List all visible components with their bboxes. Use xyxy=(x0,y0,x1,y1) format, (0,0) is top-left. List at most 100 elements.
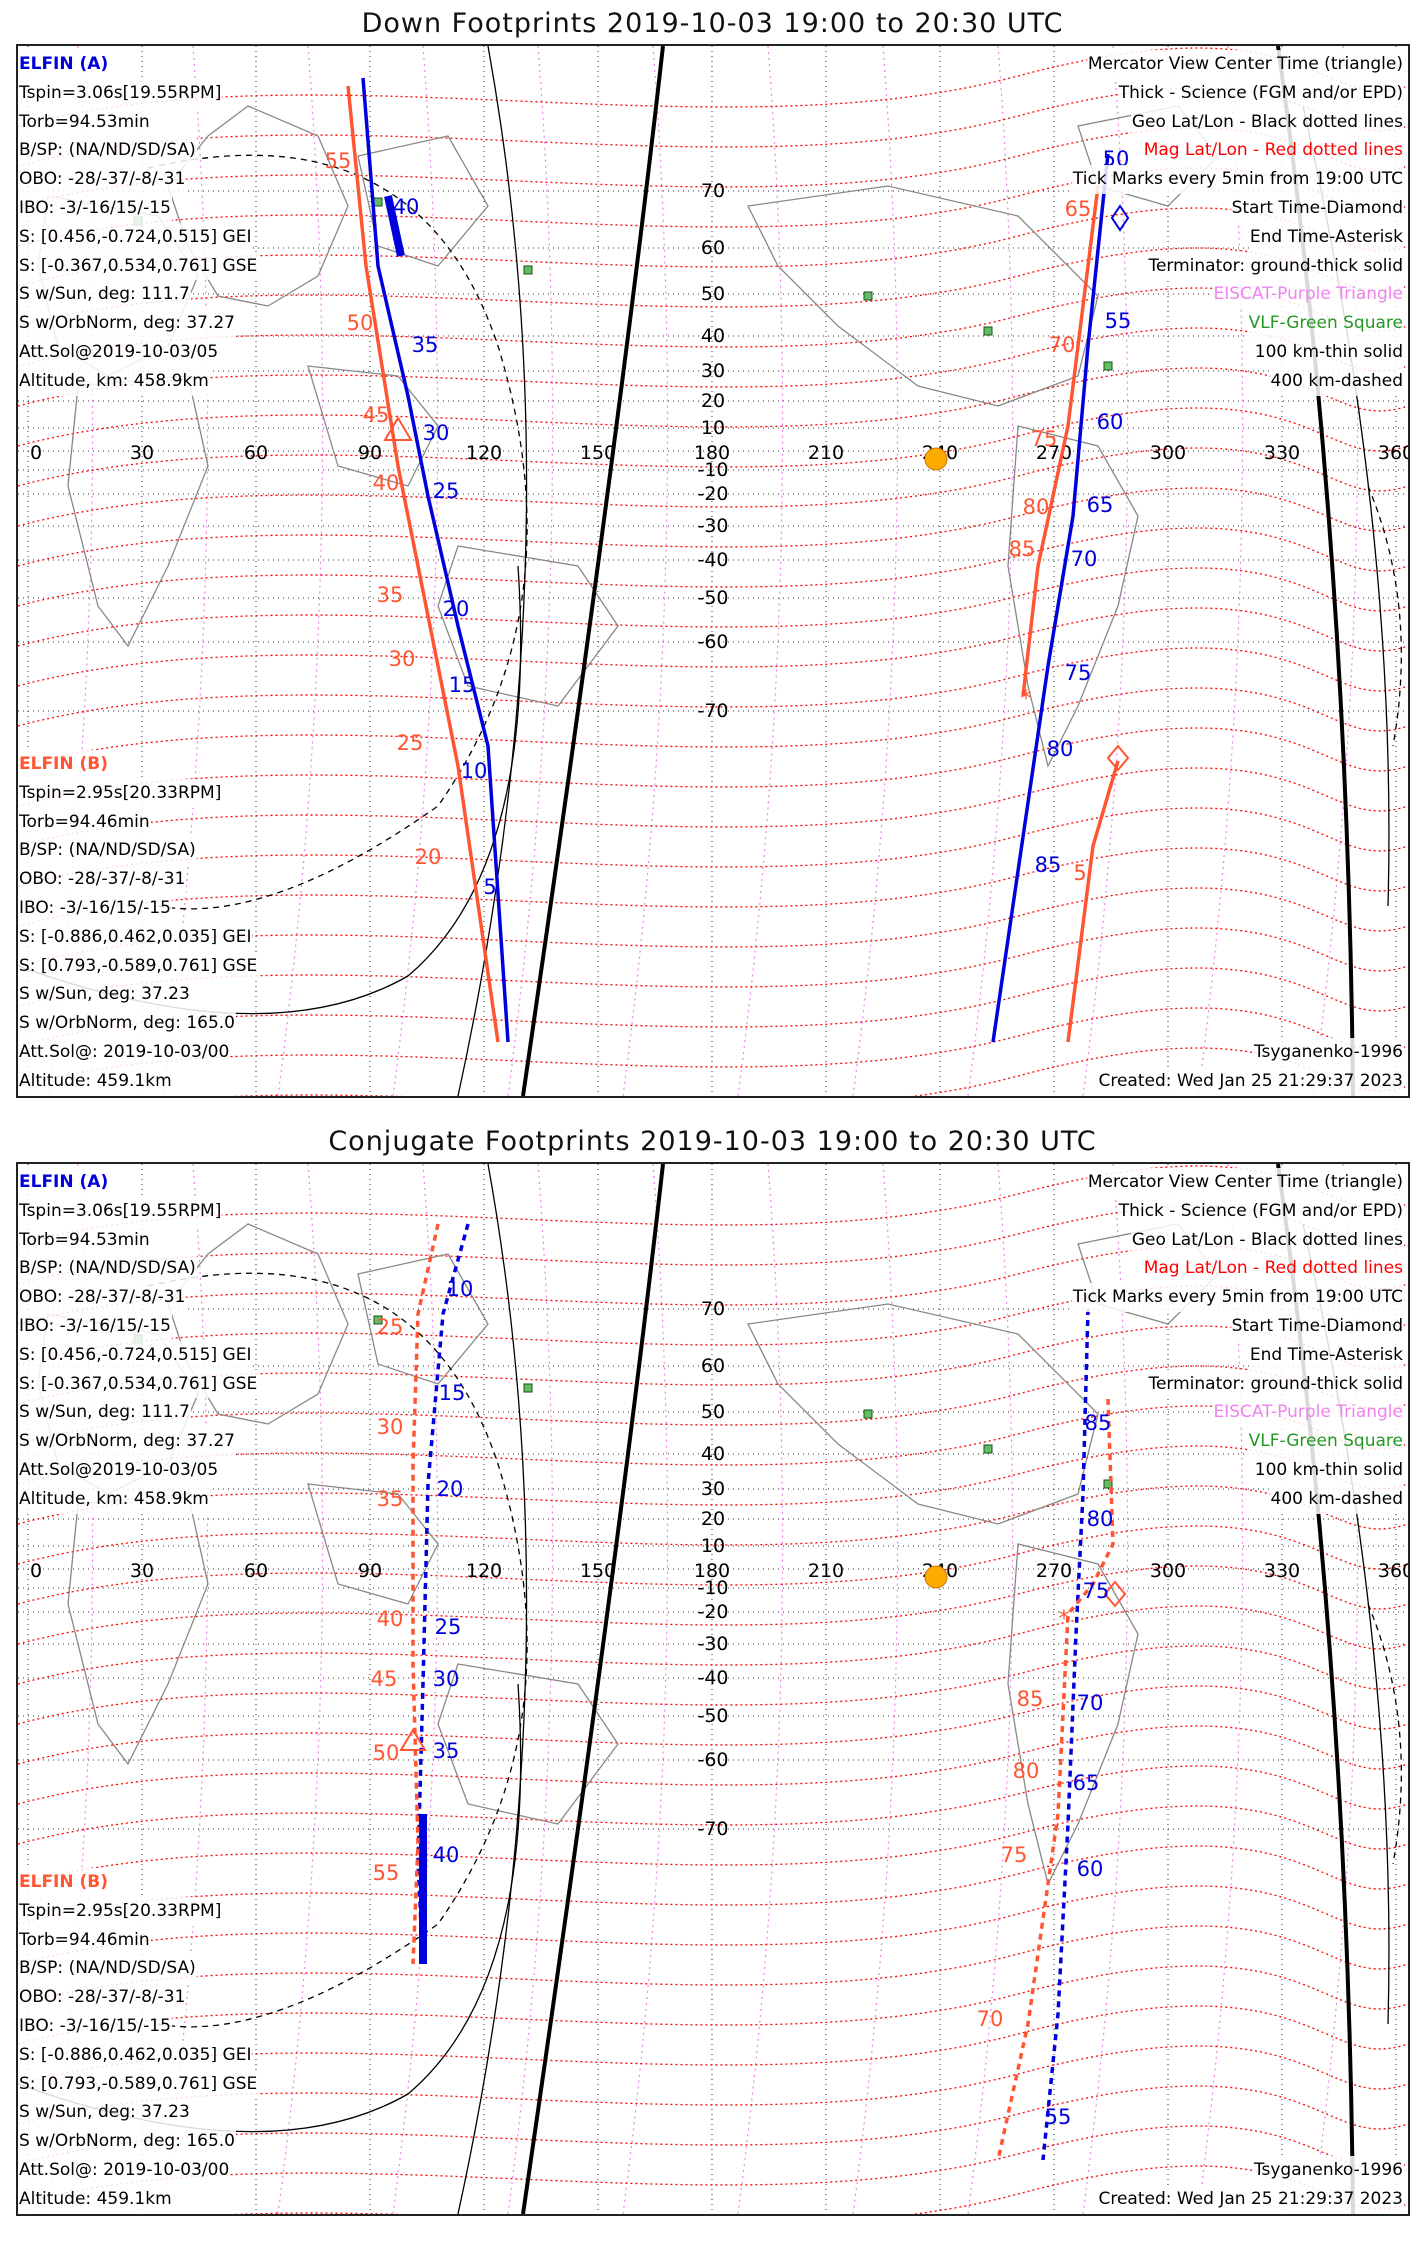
end-time-asterisk: * xyxy=(1021,687,1032,712)
elfin-b-tick-label: 35 xyxy=(377,583,404,607)
elfin-a-track xyxy=(416,1223,470,1965)
mag-lon-line xyxy=(1312,1164,1359,2214)
info-line: Tspin=3.06s[19.55RPM] xyxy=(18,78,223,108)
mag-lon-line xyxy=(1197,46,1244,1096)
lat-label: -20 xyxy=(697,1601,728,1623)
elfin-b-tick-label: 50 xyxy=(347,311,374,335)
lat-label: -60 xyxy=(697,1749,728,1771)
terminator-line xyxy=(521,46,665,1096)
terminator-100km-line xyxy=(457,46,528,1096)
lat-label: -60 xyxy=(697,631,728,653)
lat-label: -30 xyxy=(697,515,728,537)
mag-lon-line xyxy=(967,1164,1014,2214)
info-line: S w/Sun, deg: 111.7 xyxy=(18,1398,191,1428)
lat-label: 50 xyxy=(701,283,725,305)
elfin-a-tick-label: 25 xyxy=(433,479,460,503)
info-line: Att.Sol@: 2019-10-03/00 xyxy=(18,2156,231,2185)
legend-line: Tick Marks every 5min from 19:00 UTC xyxy=(1071,165,1404,194)
mag-lat-line xyxy=(18,1445,1408,1525)
info-line: IBO: -3/-16/15/-15 xyxy=(18,2012,172,2041)
mag-lat-line xyxy=(18,167,1408,247)
mag-lon-line xyxy=(622,46,669,1096)
info-line: B/SP: (NA/ND/SD/SA) xyxy=(18,1254,197,1284)
info-line: Altitude: 459.1km xyxy=(18,1066,173,1096)
lat-label: -20 xyxy=(697,483,728,505)
mag-lat-line xyxy=(18,1525,1408,1605)
mag-lon-line xyxy=(852,46,899,1096)
mag-lon-line xyxy=(277,1164,324,2214)
elfin-a-track xyxy=(1041,1308,1090,2161)
lon-label: 330 xyxy=(1264,1560,1300,1582)
legend-line: Mercator View Center Time (triangle) xyxy=(1086,50,1404,79)
mag-lat-line xyxy=(18,367,1408,447)
vlf-site-marker xyxy=(983,326,993,336)
elfin-b-tick-label: 55 xyxy=(373,1861,400,1885)
lon-label: 180 xyxy=(694,1560,730,1582)
elfin-a-tick-label: 75 xyxy=(1065,661,1092,685)
mag-lat-line xyxy=(18,127,1408,207)
mag-lon-line xyxy=(507,46,554,1096)
info-line: OBO: -28/-37/-8/-31 xyxy=(18,1283,187,1312)
mag-lat-line xyxy=(18,487,1408,567)
footprint-map-svg: 0306090120150180210240270300330360706050… xyxy=(18,46,1408,1096)
info-line: Tspin=2.95s[20.33RPM] xyxy=(18,1896,223,1926)
lon-label: 180 xyxy=(694,442,730,464)
end-time-asterisk: * xyxy=(1059,1607,1070,1632)
mag-lat-line xyxy=(232,1047,1408,1096)
elfin-a-tick-label: 80 xyxy=(1087,1507,1114,1531)
legend-line: End Time-Asterisk xyxy=(1248,1340,1404,1370)
legend-line: Terminator: ground-thick solid xyxy=(1147,251,1404,281)
elfin-a-tick-label: 80 xyxy=(1047,737,1074,761)
info-line: IBO: -3/-16/15/-15 xyxy=(18,194,172,223)
info-line: IBO: -3/-16/15/-15 xyxy=(18,1312,172,1341)
vlf-site-marker xyxy=(983,1444,993,1454)
lon-label: 210 xyxy=(808,442,844,464)
lon-label: 210 xyxy=(808,1560,844,1582)
legend-line: Terminator: ground-thick solid xyxy=(1147,1369,1404,1399)
info-line: OBO: -28/-37/-8/-31 xyxy=(18,865,187,894)
sun-icon xyxy=(924,1565,948,1589)
lon-label: 330 xyxy=(1264,442,1300,464)
mag-lat-line xyxy=(18,927,1408,1007)
mag-lat-line xyxy=(18,2125,1408,2205)
lat-label: 70 xyxy=(701,1298,725,1320)
mag-lat-line xyxy=(18,1685,1408,1765)
info-line: S: [-0.886,0.462,0.035] GEI xyxy=(18,922,253,952)
footprint-map-svg: 0306090120150180210240270300330360706050… xyxy=(18,1164,1408,2214)
lat-label: 60 xyxy=(701,237,725,259)
elfin-b-info: ELFIN (B) Tspin=2.95s[20.33RPM] Torb=94.… xyxy=(18,1164,259,2214)
info-line: S w/Sun, deg: 37.23 xyxy=(18,2098,191,2128)
info-line: S: [0.456,-0.724,0.515] GEI xyxy=(18,1340,253,1370)
mag-lon-line xyxy=(392,1164,439,2214)
lon-label: 150 xyxy=(580,442,616,464)
elfin-b-tick-label: 5 xyxy=(1073,861,1086,885)
legend-line: VLF-Green Square xyxy=(1247,1427,1404,1456)
elfin-a-info: ELFIN (A) Tspin=3.06s[19.55RPM] Torb=94.… xyxy=(18,46,259,449)
lat-label: 60 xyxy=(701,1355,725,1377)
elfin-a-tick-label: 60 xyxy=(1077,1857,1104,1881)
coastline xyxy=(307,1483,439,1605)
elfin-a-tick-label: 10 xyxy=(461,759,488,783)
info-line: Altitude, km: 458.9km xyxy=(18,366,210,396)
vlf-site-marker xyxy=(373,197,383,207)
mag-lat-line xyxy=(18,607,1408,687)
lon-label: 60 xyxy=(244,442,268,464)
mag-lat-line xyxy=(18,567,1408,647)
info-line: Altitude, km: 458.9km xyxy=(18,1484,210,1514)
legend-line: 100 km-thin solid xyxy=(1253,338,1404,367)
coastline xyxy=(747,185,1099,407)
legend-line: 400 km-dashed xyxy=(1269,1484,1404,1514)
coastline xyxy=(437,545,619,707)
legend-line: 400 km-dashed xyxy=(1269,366,1404,396)
mag-lon-line xyxy=(162,46,209,1096)
elfin-a-tick-label: 20 xyxy=(437,1477,464,1501)
elfin-a-name: ELFIN (A) xyxy=(18,1168,110,1197)
elfin-b-tick-label: 50 xyxy=(373,1741,400,1765)
elfin-a-tick-label: 30 xyxy=(423,421,450,445)
elfin-a-tick-label: 35 xyxy=(433,1739,460,1763)
terminator-400km-line xyxy=(147,1272,528,2028)
lon-label: 0 xyxy=(30,1560,42,1582)
mag-lat-line xyxy=(18,847,1408,927)
elfin-a-science-segment xyxy=(384,195,405,257)
lon-label: 30 xyxy=(130,442,154,464)
